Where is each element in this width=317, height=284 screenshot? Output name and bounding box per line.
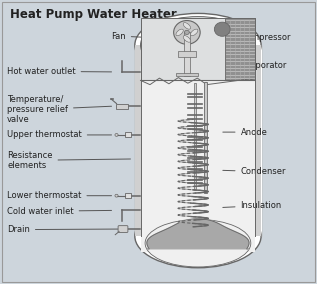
- Ellipse shape: [176, 29, 183, 36]
- FancyBboxPatch shape: [135, 45, 261, 236]
- Ellipse shape: [115, 133, 118, 136]
- Circle shape: [214, 22, 230, 36]
- Text: Drain: Drain: [7, 225, 118, 234]
- FancyBboxPatch shape: [116, 104, 128, 109]
- FancyBboxPatch shape: [225, 18, 256, 80]
- Ellipse shape: [115, 194, 118, 197]
- Text: Upper thermostat: Upper thermostat: [7, 130, 112, 139]
- Ellipse shape: [145, 220, 251, 267]
- FancyBboxPatch shape: [140, 80, 256, 252]
- Text: Evaporator: Evaporator: [224, 61, 287, 70]
- Ellipse shape: [140, 16, 256, 74]
- Text: Heat Pump Water Heater: Heat Pump Water Heater: [10, 8, 177, 21]
- Text: Cold water inlet: Cold water inlet: [7, 207, 112, 216]
- Text: Insulation: Insulation: [223, 201, 282, 210]
- Text: Temperature/
pressure relief
valve: Temperature/ pressure relief valve: [7, 95, 112, 124]
- FancyBboxPatch shape: [125, 132, 131, 137]
- FancyBboxPatch shape: [125, 193, 131, 198]
- Ellipse shape: [183, 23, 191, 29]
- Text: Condenser: Condenser: [223, 167, 286, 176]
- FancyBboxPatch shape: [184, 32, 190, 76]
- Text: Fan: Fan: [111, 32, 156, 41]
- Circle shape: [184, 30, 189, 35]
- FancyBboxPatch shape: [204, 82, 207, 193]
- Text: Anode: Anode: [223, 128, 268, 137]
- FancyBboxPatch shape: [118, 226, 128, 232]
- Ellipse shape: [135, 204, 261, 268]
- FancyBboxPatch shape: [176, 73, 198, 76]
- FancyBboxPatch shape: [140, 18, 256, 80]
- Text: Lower thermostat: Lower thermostat: [7, 191, 112, 200]
- Ellipse shape: [135, 13, 261, 77]
- Polygon shape: [147, 219, 249, 249]
- FancyBboxPatch shape: [178, 51, 196, 57]
- Text: Hot water outlet: Hot water outlet: [7, 67, 112, 76]
- Text: Resistance
elements: Resistance elements: [7, 151, 131, 170]
- Ellipse shape: [191, 29, 198, 36]
- Ellipse shape: [183, 36, 191, 42]
- Text: Compressor: Compressor: [224, 33, 291, 42]
- Circle shape: [174, 20, 200, 44]
- FancyBboxPatch shape: [194, 83, 196, 190]
